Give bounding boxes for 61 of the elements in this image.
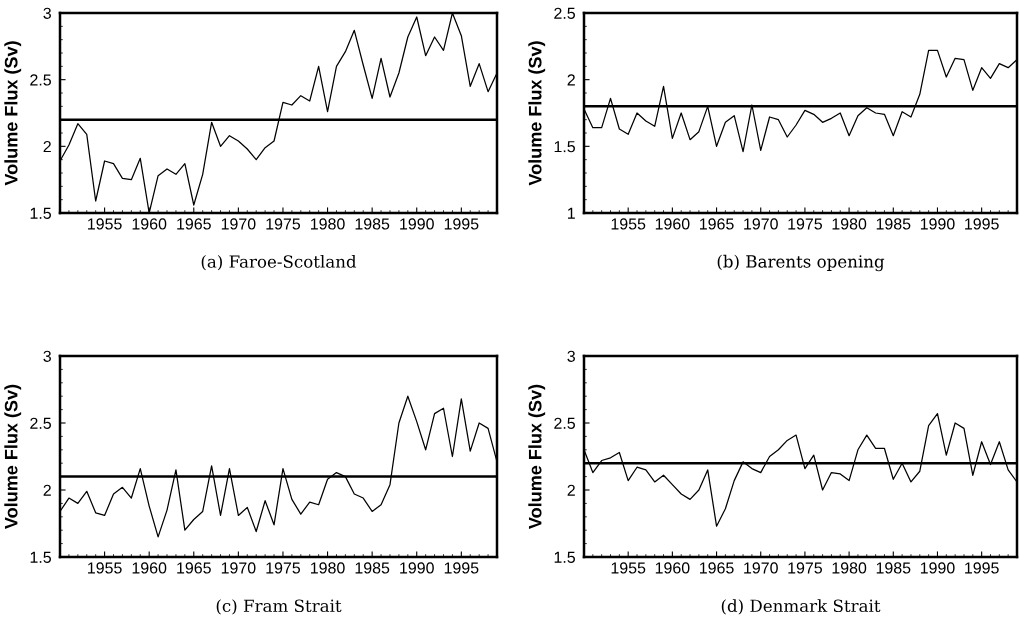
text: (c) Fram Strait	[216, 599, 342, 615]
y-tick-label: 2	[567, 74, 575, 86]
line-series	[60, 13, 497, 213]
text: (a) Faroe-Scotland	[201, 254, 357, 271]
y-tick-label: 3	[43, 7, 51, 19]
x-tick-label: 1975	[788, 562, 823, 574]
x-tick-label: 1975	[266, 562, 301, 574]
x-tick-label: 1955	[611, 218, 646, 230]
x-tick-label: 1975	[266, 218, 301, 230]
x-tick-label: 1990	[400, 218, 434, 230]
x-tick-label: 1955	[88, 218, 122, 230]
x-tick-label: 1960	[132, 218, 167, 230]
x-tick-label: 1990	[920, 218, 955, 230]
y-tick-label: 1	[568, 207, 575, 219]
x-tick-label: 1965	[700, 562, 734, 574]
text: (b) Barents opening	[717, 254, 885, 272]
x-tick-label: 1980	[832, 562, 867, 574]
y-tick-label: 2	[43, 484, 51, 496]
text: (d) Denmark Strait	[721, 599, 881, 615]
y-tick-label: 2.5	[30, 417, 51, 429]
x-tick-label: 1980	[311, 562, 345, 574]
x-tick-label: 1990	[920, 562, 955, 574]
x-tick-label: 1970	[744, 562, 778, 574]
y-tick-label: 2.5	[30, 74, 51, 86]
x-tick-label: 1995	[444, 218, 479, 230]
x-tick-label: 1975	[788, 218, 823, 230]
y-tick-label: 2	[43, 140, 51, 153]
y-tick-label: 1.5	[30, 551, 51, 563]
y-tick-label: 1.5	[30, 207, 51, 219]
y-tick-label: 1.5	[554, 141, 575, 153]
x-tick-label: 1985	[876, 562, 911, 574]
x-tick-label: 1985	[355, 562, 390, 574]
x-tick-label: 1985	[876, 218, 911, 230]
x-tick-label: 1995	[965, 218, 999, 230]
y-tick-label: 3	[567, 350, 575, 362]
y-axis-title: Volume Flux (Sv)	[4, 384, 22, 529]
y-tick-label: 2	[567, 484, 575, 496]
x-tick-label: 1970	[221, 562, 256, 574]
x-tick-label: 1965	[177, 218, 211, 230]
x-tick-label: 1960	[132, 562, 167, 574]
x-tick-label: 1985	[355, 218, 390, 230]
y-tick-label: 2.5	[554, 417, 575, 429]
x-tick-label: 1960	[655, 562, 690, 574]
x-tick-label: 1960	[655, 218, 690, 230]
y-axis-title: Volume Flux (Sv)	[528, 384, 546, 529]
y-axis-title: Volume Flux (Sv)	[528, 41, 546, 186]
y-axis-title: Volume Flux (Sv)	[4, 41, 22, 186]
x-tick-label: 1965	[700, 218, 734, 230]
x-tick-label: 1990	[400, 562, 434, 574]
x-tick-label: 1970	[744, 218, 778, 230]
x-tick-label: 1965	[177, 562, 211, 574]
y-tick-label: 3	[43, 350, 51, 362]
x-tick-label: 1955	[88, 562, 122, 574]
x-tick-label: 1970	[221, 218, 256, 230]
x-tick-label: 1980	[832, 218, 867, 230]
y-tick-label: 1.5	[554, 551, 575, 563]
y-tick-label: 2.5	[554, 7, 575, 19]
x-tick-label: 1955	[611, 562, 646, 574]
x-tick-label: 1995	[444, 562, 479, 574]
x-tick-label: 1980	[311, 218, 345, 230]
x-tick-label: 1995	[965, 562, 999, 574]
